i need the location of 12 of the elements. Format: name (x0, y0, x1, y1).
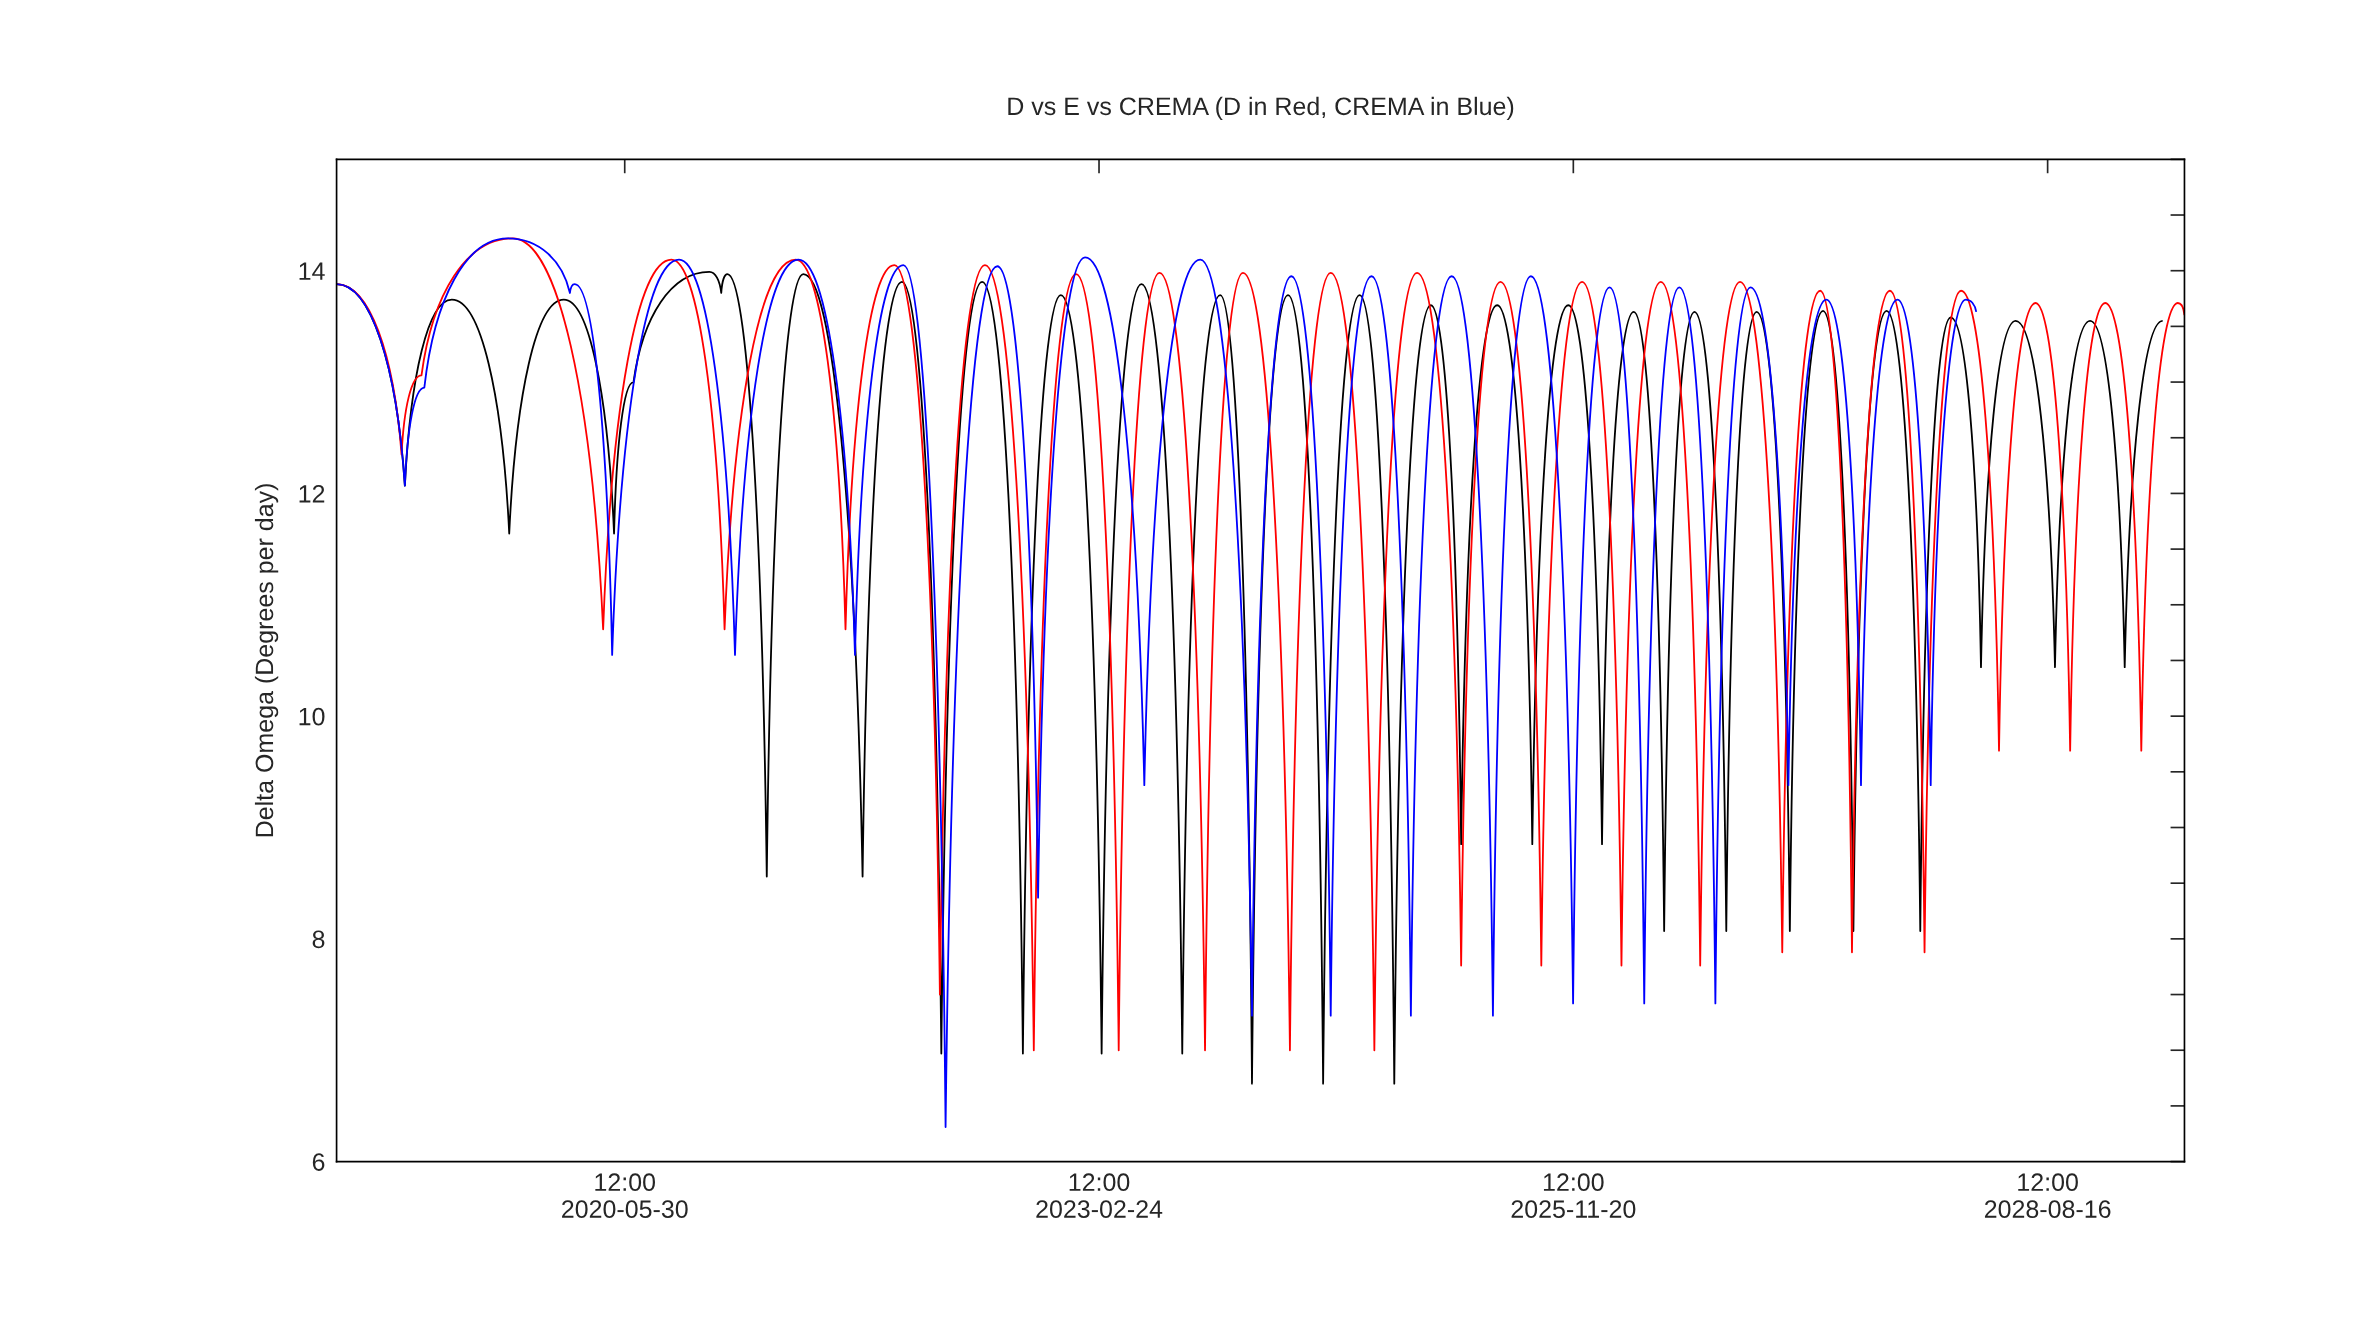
line-series (336, 237, 1978, 1128)
y-tick-label: 8 (312, 930, 325, 949)
x-tick-label: 12:00 2028-08-16 (1984, 1173, 2111, 1218)
y-axis-title: Delta Omega (Degrees per day) (254, 484, 279, 837)
chart-title: D vs E vs CREMA (D in Red, CREMA in Blue) (1008, 96, 1514, 121)
y-tick-label: 12 (299, 485, 325, 503)
y-tick-label: 6 (312, 1153, 325, 1171)
x-tick-label: 12:00 2023-02-24 (1036, 1173, 1163, 1218)
y-tick-label: 10 (299, 707, 325, 726)
y-tick-label: 14 (299, 262, 325, 280)
x-tick-label: 12:00 2020-05-30 (562, 1173, 688, 1218)
x-tick-label: 12:00 2025-11-20 (1511, 1173, 1636, 1218)
